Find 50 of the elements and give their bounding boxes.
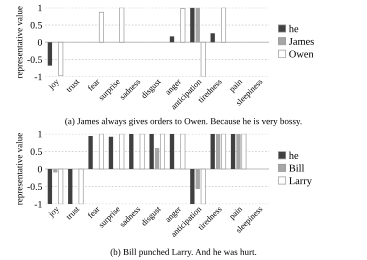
text: (a) James always gives orders to Owen. Because he is very bossy. [65,118,302,126]
x-tick-label: trust [66,78,80,93]
bar [170,36,174,42]
y-tick-label: -1 [34,74,42,80]
y-axis-title: representative value [16,133,24,206]
y-tick-label: 0 [38,166,42,172]
legend-label: Owen [289,50,314,58]
text: Bill [289,164,304,172]
bar [230,134,236,169]
x-tick-label: fear [86,205,100,219]
bar [180,8,186,43]
bar [170,134,174,169]
bar [88,136,93,169]
text: he [288,152,298,159]
bar [129,134,134,169]
y-tick-label: 1 [38,4,42,12]
bar [48,169,52,204]
x-tick-label: joy [48,78,61,92]
y-tick-label: 0.5 [30,148,42,155]
legend-label: James [289,38,314,45]
bar [108,136,114,169]
y-tick-label: -1 [34,201,42,208]
x-tick-label: joy [48,206,61,219]
y-tick-label: -0.5 [27,56,42,63]
bar [119,8,124,43]
bar [140,134,145,170]
y-tick-label: 0 [38,39,42,46]
text: (b) Bill punched Larry. And he was hurt. [110,248,256,257]
bar [149,134,154,169]
bar [78,168,84,204]
x-tick-label: trust [66,206,80,220]
legend-label: Larry [289,177,312,186]
y-tick-label: -0.5 [27,183,42,190]
bar [180,134,186,170]
bar [119,134,124,170]
bar [98,12,104,43]
y-tick-label: 0.5 [30,22,42,29]
bar [190,8,195,42]
bar [68,169,72,204]
bar [210,134,215,169]
bar [48,42,52,66]
y-axis-title: representative value [16,6,24,78]
bar [221,8,226,43]
y-tick-label: 1 [38,130,42,138]
bar [210,33,215,42]
x-tick-label: fear [86,78,100,92]
bar [98,134,104,170]
legend-label: he [288,24,298,32]
bar [190,169,195,204]
bar [58,42,64,76]
